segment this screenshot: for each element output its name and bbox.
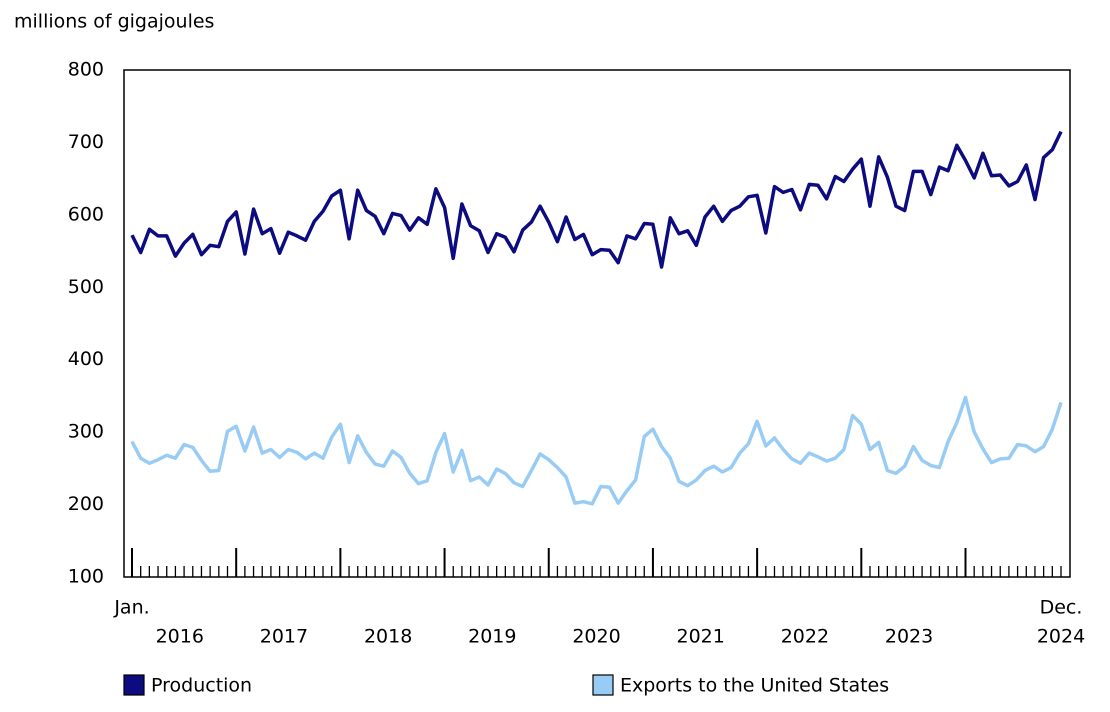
legend-swatch <box>123 674 145 696</box>
legend-label: Exports to the United States <box>620 675 889 697</box>
y-tick-label: 400 <box>68 348 104 370</box>
y-tick-label: 200 <box>68 493 104 515</box>
x-group-label: 2023 <box>885 626 933 648</box>
y-tick-label: 500 <box>68 276 104 298</box>
y-tick-label: 100 <box>68 566 104 588</box>
series-line <box>130 130 1063 269</box>
x-group-label: 2018 <box>364 626 412 648</box>
series-line <box>130 395 1063 506</box>
x-group-label: 2016 <box>156 626 204 648</box>
x-tick-label: Dec. <box>1040 597 1083 619</box>
x-group-label: 2024 <box>1037 626 1085 648</box>
legend-swatch <box>592 674 614 696</box>
x-group-label: 2020 <box>572 626 620 648</box>
x-group-label: 2017 <box>260 626 308 648</box>
legend-label: Production <box>151 675 252 697</box>
x-group-label: 2021 <box>677 626 725 648</box>
x-tick-label: Jan. <box>113 597 149 619</box>
y-tick-label: 700 <box>68 131 104 153</box>
x-group-label: 2019 <box>468 626 516 648</box>
y-tick-label: 300 <box>68 421 104 443</box>
y-axis-label: millions of gigajoules <box>14 11 214 33</box>
plot-frame <box>123 69 1071 578</box>
y-tick-label: 800 <box>68 59 104 81</box>
x-group-label: 2022 <box>781 626 829 648</box>
y-tick-label: 600 <box>68 203 104 225</box>
